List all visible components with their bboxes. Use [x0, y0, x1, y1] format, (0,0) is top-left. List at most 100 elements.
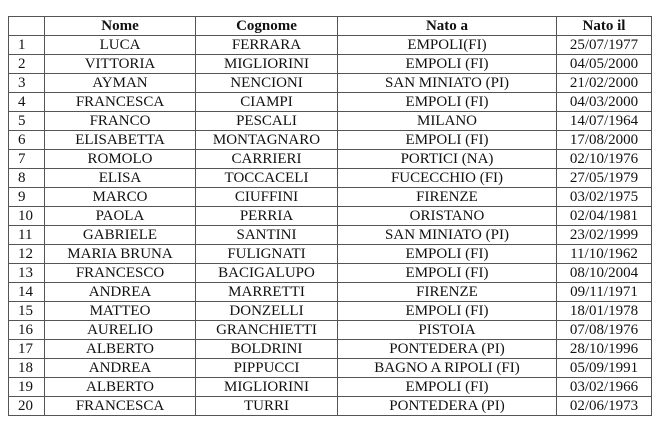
- cell-nome: PAOLA: [44, 206, 196, 226]
- cell-nato-il: 28/10/1996: [556, 339, 652, 359]
- cell-cognome: CARRIERI: [195, 149, 338, 169]
- cell-nato-a: BAGNO A RIPOLI (FI): [337, 358, 557, 378]
- cell-cognome: PIPPUCCI: [195, 358, 338, 378]
- cell-nato-il: 04/03/2000: [556, 92, 652, 112]
- cell-nato-a: MILANO: [337, 111, 557, 131]
- table-row: 7 ROMOLO CARRIERI PORTICI (NA) 02/10/1976: [8, 149, 652, 169]
- cell-cognome: FERRARA: [195, 35, 338, 55]
- cell-index: 3: [8, 73, 45, 93]
- cell-index: 1: [8, 35, 45, 55]
- table-row: 2 VITTORIA MIGLIORINI EMPOLI (FI) 04/05/2000: [8, 54, 652, 74]
- cell-nome: FRANCESCA: [44, 92, 196, 112]
- cell-index: 9: [8, 187, 45, 207]
- header-col-index: [8, 16, 45, 36]
- cell-index: 20: [8, 396, 45, 416]
- cell-nome: FRANCO: [44, 111, 196, 131]
- cell-cognome: TOCCACELI: [195, 168, 338, 188]
- cell-nato-a: ORISTANO: [337, 206, 557, 226]
- cell-nome: AYMAN: [44, 73, 196, 93]
- cell-nato-a: FUCECCHIO (FI): [337, 168, 557, 188]
- cell-cognome: CIUFFINI: [195, 187, 338, 207]
- cell-index: 17: [8, 339, 45, 359]
- table-row: 15 MATTEO DONZELLI EMPOLI (FI) 18/01/1978: [8, 301, 652, 321]
- header-col-cognome: Cognome: [195, 16, 338, 36]
- cell-cognome: MONTAGNARO: [195, 130, 338, 150]
- cell-index: 18: [8, 358, 45, 378]
- cell-index: 4: [8, 92, 45, 112]
- cell-nato-il: 04/05/2000: [556, 54, 652, 74]
- cell-nato-a: EMPOLI (FI): [337, 130, 557, 150]
- cell-nome: ELISA: [44, 168, 196, 188]
- cell-nato-a: SAN MINIATO (PI): [337, 225, 557, 245]
- cell-nome: MARIA BRUNA: [44, 244, 196, 264]
- cell-cognome: MIGLIORINI: [195, 377, 338, 397]
- cell-index: 2: [8, 54, 45, 74]
- table-row: 17 ALBERTO BOLDRINI PONTEDERA (PI) 28/10/199…: [8, 339, 652, 359]
- cell-cognome: TURRI: [195, 396, 338, 416]
- cell-cognome: FULIGNATI: [195, 244, 338, 264]
- cell-nato-il: 25/07/1977: [556, 35, 652, 55]
- cell-index: 10: [8, 206, 45, 226]
- cell-cognome: GRANCHIETTI: [195, 320, 338, 340]
- cell-nato-a: PONTEDERA (PI): [337, 396, 557, 416]
- cell-nato-il: 07/08/1976: [556, 320, 652, 340]
- table-row: 14 ANDREA MARRETTI FIRENZE 09/11/1971: [8, 282, 652, 302]
- cell-nome: AURELIO: [44, 320, 196, 340]
- table-row: 13 FRANCESCO BACIGALUPO EMPOLI (FI) 08/10/20…: [8, 263, 652, 283]
- cell-cognome: SANTINI: [195, 225, 338, 245]
- cell-nato-il: 09/11/1971: [556, 282, 652, 302]
- cell-nato-a: EMPOLI (FI): [337, 301, 557, 321]
- cell-nato-il: 03/02/1975: [556, 187, 652, 207]
- header-row: Nome Cognome Nato a Nato il: [8, 16, 652, 36]
- cell-index: 13: [8, 263, 45, 283]
- table-row: 1 LUCA FERRARA EMPOLI(FI) 25/07/1977: [8, 35, 652, 55]
- cell-index: 6: [8, 130, 45, 150]
- cell-cognome: MARRETTI: [195, 282, 338, 302]
- cell-nome: ALBERTO: [44, 377, 196, 397]
- cell-index: 5: [8, 111, 45, 131]
- cell-index: 16: [8, 320, 45, 340]
- cell-nome: FRANCESCA: [44, 396, 196, 416]
- cell-cognome: BACIGALUPO: [195, 263, 338, 283]
- table-row: 8 ELISA TOCCACELI FUCECCHIO (FI) 27/05/1979: [8, 168, 652, 188]
- cell-nome: ANDREA: [44, 358, 196, 378]
- cell-cognome: CIAMPI: [195, 92, 338, 112]
- header-col-nome: Nome: [44, 16, 196, 36]
- cell-cognome: MIGLIORINI: [195, 54, 338, 74]
- cell-index: 11: [8, 225, 45, 245]
- cell-nato-a: FIRENZE: [337, 282, 557, 302]
- cell-cognome: PESCALI: [195, 111, 338, 131]
- cell-nato-il: 21/02/2000: [556, 73, 652, 93]
- cell-index: 8: [8, 168, 45, 188]
- table-row: 16 AURELIO GRANCHIETTI PISTOIA 07/08/1976: [8, 320, 652, 340]
- cell-nato-a: EMPOLI (FI): [337, 54, 557, 74]
- cell-nato-il: 14/07/1964: [556, 111, 652, 131]
- cell-nome: ELISABETTA: [44, 130, 196, 150]
- cell-nato-il: 18/01/1978: [556, 301, 652, 321]
- table-row: 12 MARIA BRUNA FULIGNATI EMPOLI (FI) 11/10/1…: [8, 244, 652, 264]
- cell-nato-il: 08/10/2004: [556, 263, 652, 283]
- cell-nato-a: PONTEDERA (PI): [337, 339, 557, 359]
- cell-nato-il: 02/06/1973: [556, 396, 652, 416]
- table-row: 6 ELISABETTA MONTAGNARO EMPOLI (FI) 17/08/20…: [8, 130, 652, 150]
- cell-nato-a: EMPOLI (FI): [337, 244, 557, 264]
- cell-nato-il: 05/09/1991: [556, 358, 652, 378]
- cell-nato-il: 23/02/1999: [556, 225, 652, 245]
- cell-cognome: DONZELLI: [195, 301, 338, 321]
- table-row: 5 FRANCO PESCALI MILANO 14/07/1964: [8, 111, 652, 131]
- cell-nome: VITTORIA: [44, 54, 196, 74]
- table-row: 20 FRANCESCA TURRI PONTEDERA (PI) 02/06/1973: [8, 396, 652, 416]
- table-row: 10 PAOLA PERRIA ORISTANO 02/04/1981: [8, 206, 652, 226]
- cell-nato-a: SAN MINIATO (PI): [337, 73, 557, 93]
- cell-nato-il: 03/02/1966: [556, 377, 652, 397]
- table-row: 11 GABRIELE SANTINI SAN MINIATO (PI) 23/02/1…: [8, 225, 652, 245]
- cell-nato-a: PISTOIA: [337, 320, 557, 340]
- cell-index: 12: [8, 244, 45, 264]
- cell-nato-a: EMPOLI (FI): [337, 92, 557, 112]
- cell-nato-a: FIRENZE: [337, 187, 557, 207]
- cell-index: 7: [8, 149, 45, 169]
- cell-nome: ALBERTO: [44, 339, 196, 359]
- cell-nome: ANDREA: [44, 282, 196, 302]
- cell-nome: MARCO: [44, 187, 196, 207]
- table-row: 9 MARCO CIUFFINI FIRENZE 03/02/1975: [8, 187, 652, 207]
